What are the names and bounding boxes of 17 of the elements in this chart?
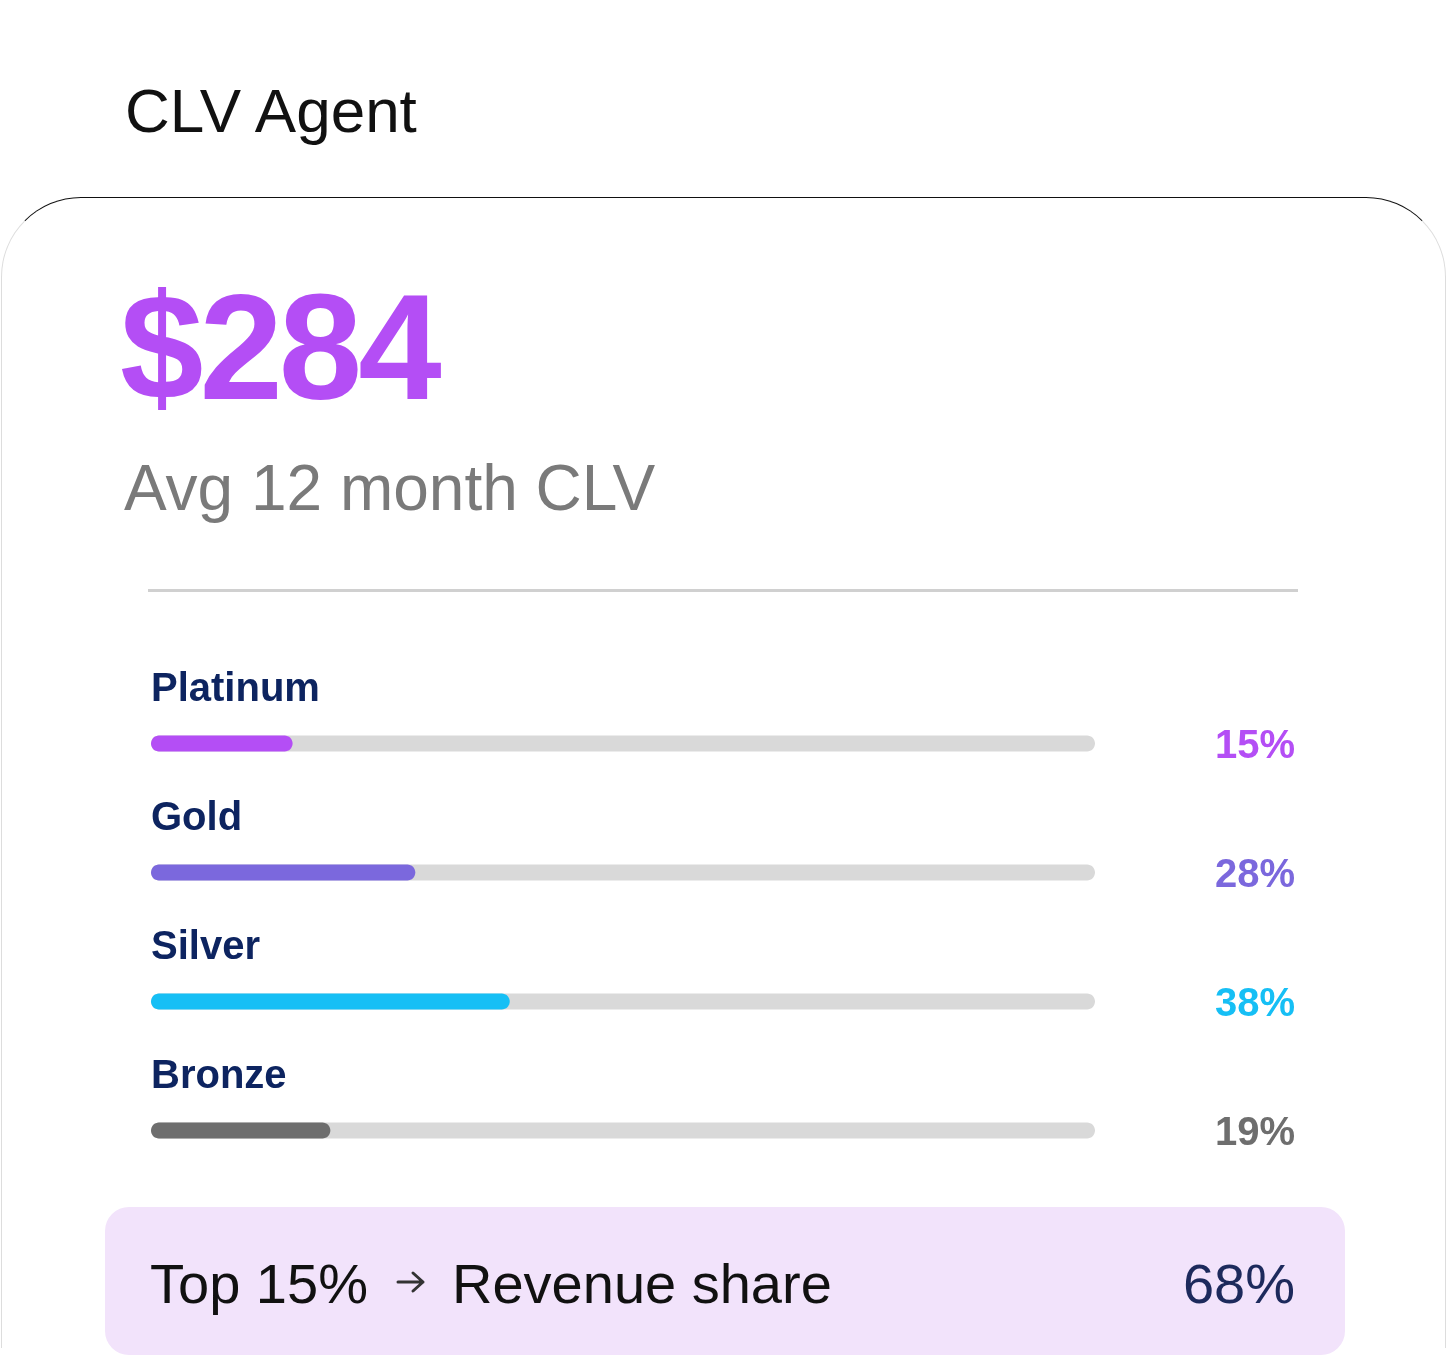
data-label: 28% (1214, 850, 1295, 895)
text: Avg 12 month CLV (124, 452, 656, 524)
chart-title: CLV Agent (125, 76, 417, 145)
y-tick-label: Silver (151, 922, 260, 967)
data-label: 38% (1214, 979, 1295, 1024)
bar (151, 735, 293, 752)
bar (151, 1122, 331, 1139)
y-tick-label: Bronze (151, 1051, 287, 1096)
text: 68% (1182, 1252, 1295, 1315)
text: Revenue share (452, 1252, 832, 1315)
text: Top 15% (150, 1252, 368, 1315)
y-tick-label: Platinum (151, 664, 320, 709)
data-label: 19% (1214, 1108, 1295, 1153)
bar (151, 864, 416, 881)
y-tick-label: Gold (151, 793, 243, 838)
data-label: 15% (1214, 721, 1295, 766)
text: $284 (120, 263, 438, 431)
